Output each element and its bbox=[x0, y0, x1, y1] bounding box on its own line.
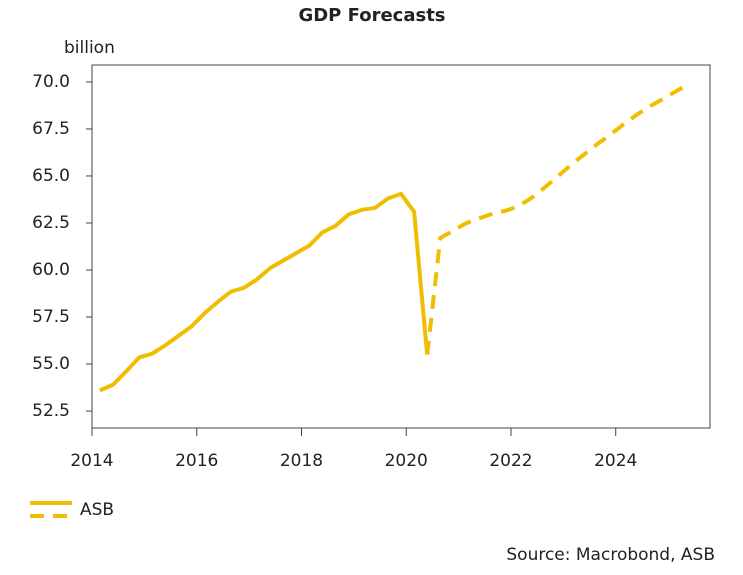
y-unit: billion bbox=[64, 38, 115, 58]
chart-title: GDP Forecasts bbox=[298, 5, 445, 26]
x-tick-label: 2022 bbox=[489, 451, 532, 471]
y-tick-label: 67.5 bbox=[32, 119, 70, 139]
y-tick-label: 70.0 bbox=[32, 72, 70, 92]
y-tick-label: 60.0 bbox=[32, 260, 70, 280]
source: Source: Macrobond, ASB bbox=[506, 545, 715, 565]
y-tick-label: 55.0 bbox=[32, 354, 70, 374]
x-tick-label: 2018 bbox=[280, 451, 323, 471]
plot-frame bbox=[91, 64, 711, 429]
y-tick-label: 62.5 bbox=[32, 213, 70, 233]
y-tick-label: 65.0 bbox=[32, 166, 70, 186]
series-line bbox=[99, 191, 430, 393]
x-tick-label: 2016 bbox=[175, 451, 218, 471]
y-tick-label: 57.5 bbox=[32, 307, 70, 327]
series-line bbox=[425, 82, 691, 355]
x-tick-label: 2024 bbox=[594, 451, 637, 471]
x-tick-label: 2014 bbox=[70, 451, 113, 471]
y-tick-label: 52.5 bbox=[32, 401, 70, 421]
x-tick-label: 2020 bbox=[385, 451, 428, 471]
legend-label: ASB bbox=[80, 500, 114, 520]
